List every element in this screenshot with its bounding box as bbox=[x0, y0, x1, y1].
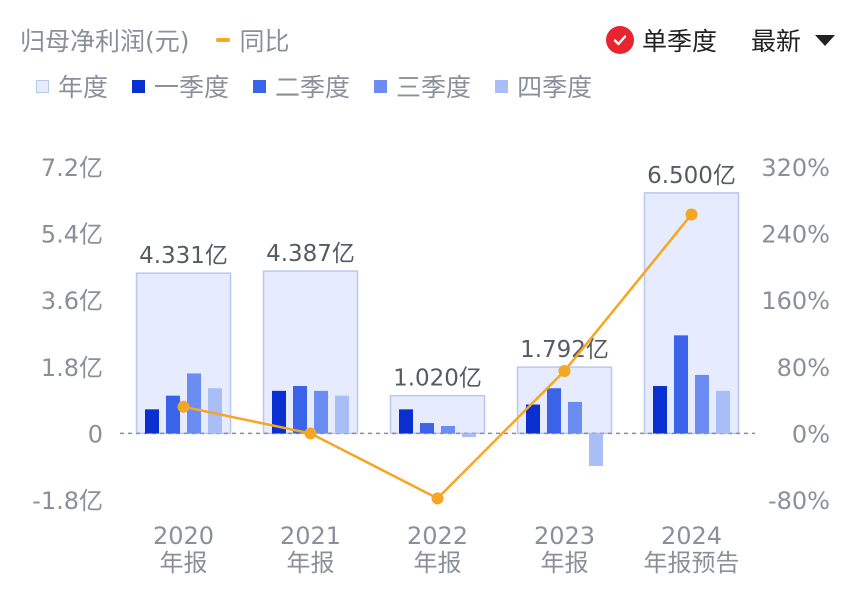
sort-dropdown[interactable]: 最新 bbox=[751, 22, 835, 58]
x-tick-label: 2020 年报 bbox=[153, 522, 214, 577]
chart-legend: 年度 一季度 二季度 三季度 四季度 bbox=[36, 68, 616, 104]
annual-data-label: 1.020亿 bbox=[393, 366, 482, 392]
legend-label: 一季度 bbox=[154, 73, 230, 102]
y2-tick-label: 240% bbox=[761, 221, 830, 249]
quarter-bar bbox=[695, 374, 709, 434]
legend-label: 年度 bbox=[58, 73, 109, 102]
chevron-down-icon bbox=[815, 34, 835, 46]
y2-tick-label: 320% bbox=[761, 154, 830, 182]
quarter-bar bbox=[272, 390, 286, 434]
yoy-series-line bbox=[183, 213, 693, 500]
quarter-bar bbox=[314, 390, 328, 434]
quarter-bar bbox=[674, 335, 688, 434]
check-icon[interactable] bbox=[605, 26, 634, 54]
chart-controls: 单季度 最新 bbox=[605, 22, 835, 58]
quarter-bar bbox=[526, 404, 540, 434]
yoy-legend[interactable]: 同比 bbox=[215, 22, 290, 58]
quarter-bar bbox=[716, 390, 730, 434]
legend-swatch bbox=[36, 79, 49, 93]
quarter-bar bbox=[166, 395, 180, 434]
legend-swatch bbox=[374, 79, 388, 93]
single-quarter-toggle[interactable]: 单季度 bbox=[641, 27, 717, 56]
legend-item[interactable]: 二季度 bbox=[253, 68, 350, 104]
x-tick-label: 2023 年报 bbox=[534, 522, 595, 577]
y2-tick-label: -80% bbox=[768, 487, 830, 515]
quarter-bar bbox=[441, 426, 455, 434]
chart-title: 归母净利润(元) 同比 bbox=[20, 22, 290, 58]
legend-swatch bbox=[253, 79, 267, 93]
legend-item[interactable]: 三季度 bbox=[374, 68, 471, 104]
legend-swatch bbox=[495, 79, 509, 93]
quarter-bar bbox=[145, 409, 159, 434]
quarter-bar bbox=[208, 388, 222, 434]
annual-data-label: 1.792亿 bbox=[520, 337, 609, 363]
quarter-bar bbox=[547, 388, 561, 434]
annual-data-label: 4.387亿 bbox=[266, 241, 355, 267]
y-tick-label: 0 bbox=[88, 420, 103, 448]
y-tick-label: -1.8亿 bbox=[32, 487, 103, 515]
annual-data-label: 4.331亿 bbox=[139, 243, 228, 269]
y2-tick-label: 160% bbox=[761, 287, 830, 315]
legend-swatch bbox=[132, 79, 146, 93]
sort-dropdown-label: 最新 bbox=[750, 27, 801, 56]
y-tick-label: 5.4亿 bbox=[41, 221, 103, 249]
yoy-line-swatch bbox=[215, 38, 230, 42]
annual-data-label: 6.500亿 bbox=[647, 163, 736, 189]
title-text: 归母净利润(元) bbox=[20, 27, 190, 56]
x-tick-label: 2022 年报 bbox=[407, 522, 468, 577]
yoy-point bbox=[558, 364, 571, 377]
yoy-legend-label: 同比 bbox=[239, 27, 290, 56]
quarter-bar bbox=[335, 395, 349, 434]
x-tick-label: 2024 年报预告 bbox=[644, 522, 740, 577]
yoy-point bbox=[177, 400, 190, 413]
quarter-bar bbox=[420, 423, 434, 434]
legend-label: 四季度 bbox=[517, 73, 593, 102]
yoy-point bbox=[685, 208, 698, 221]
quarter-bar bbox=[653, 386, 667, 434]
quarter-bar bbox=[187, 373, 201, 434]
y-tick-label: 7.2亿 bbox=[41, 154, 103, 182]
x-tick-label: 2021 年报 bbox=[280, 522, 341, 577]
yoy-point bbox=[304, 427, 317, 440]
quarter-bar bbox=[293, 386, 307, 434]
quarter-bar bbox=[589, 433, 603, 466]
yoy-point bbox=[431, 492, 444, 505]
y2-tick-label: 0% bbox=[792, 420, 830, 448]
quarter-bar bbox=[399, 409, 413, 434]
legend-label: 二季度 bbox=[275, 73, 351, 102]
quarter-bar bbox=[568, 401, 582, 434]
legend-label: 三季度 bbox=[396, 73, 472, 102]
annual-bar bbox=[516, 366, 613, 435]
y2-tick-label: 80% bbox=[777, 354, 830, 382]
legend-item[interactable]: 四季度 bbox=[495, 68, 592, 104]
legend-item[interactable]: 年度 bbox=[36, 68, 108, 104]
y-tick-label: 1.8亿 bbox=[41, 354, 103, 382]
legend-item[interactable]: 一季度 bbox=[132, 68, 229, 104]
quarter-bar bbox=[462, 433, 476, 438]
y-tick-label: 3.6亿 bbox=[41, 287, 103, 315]
